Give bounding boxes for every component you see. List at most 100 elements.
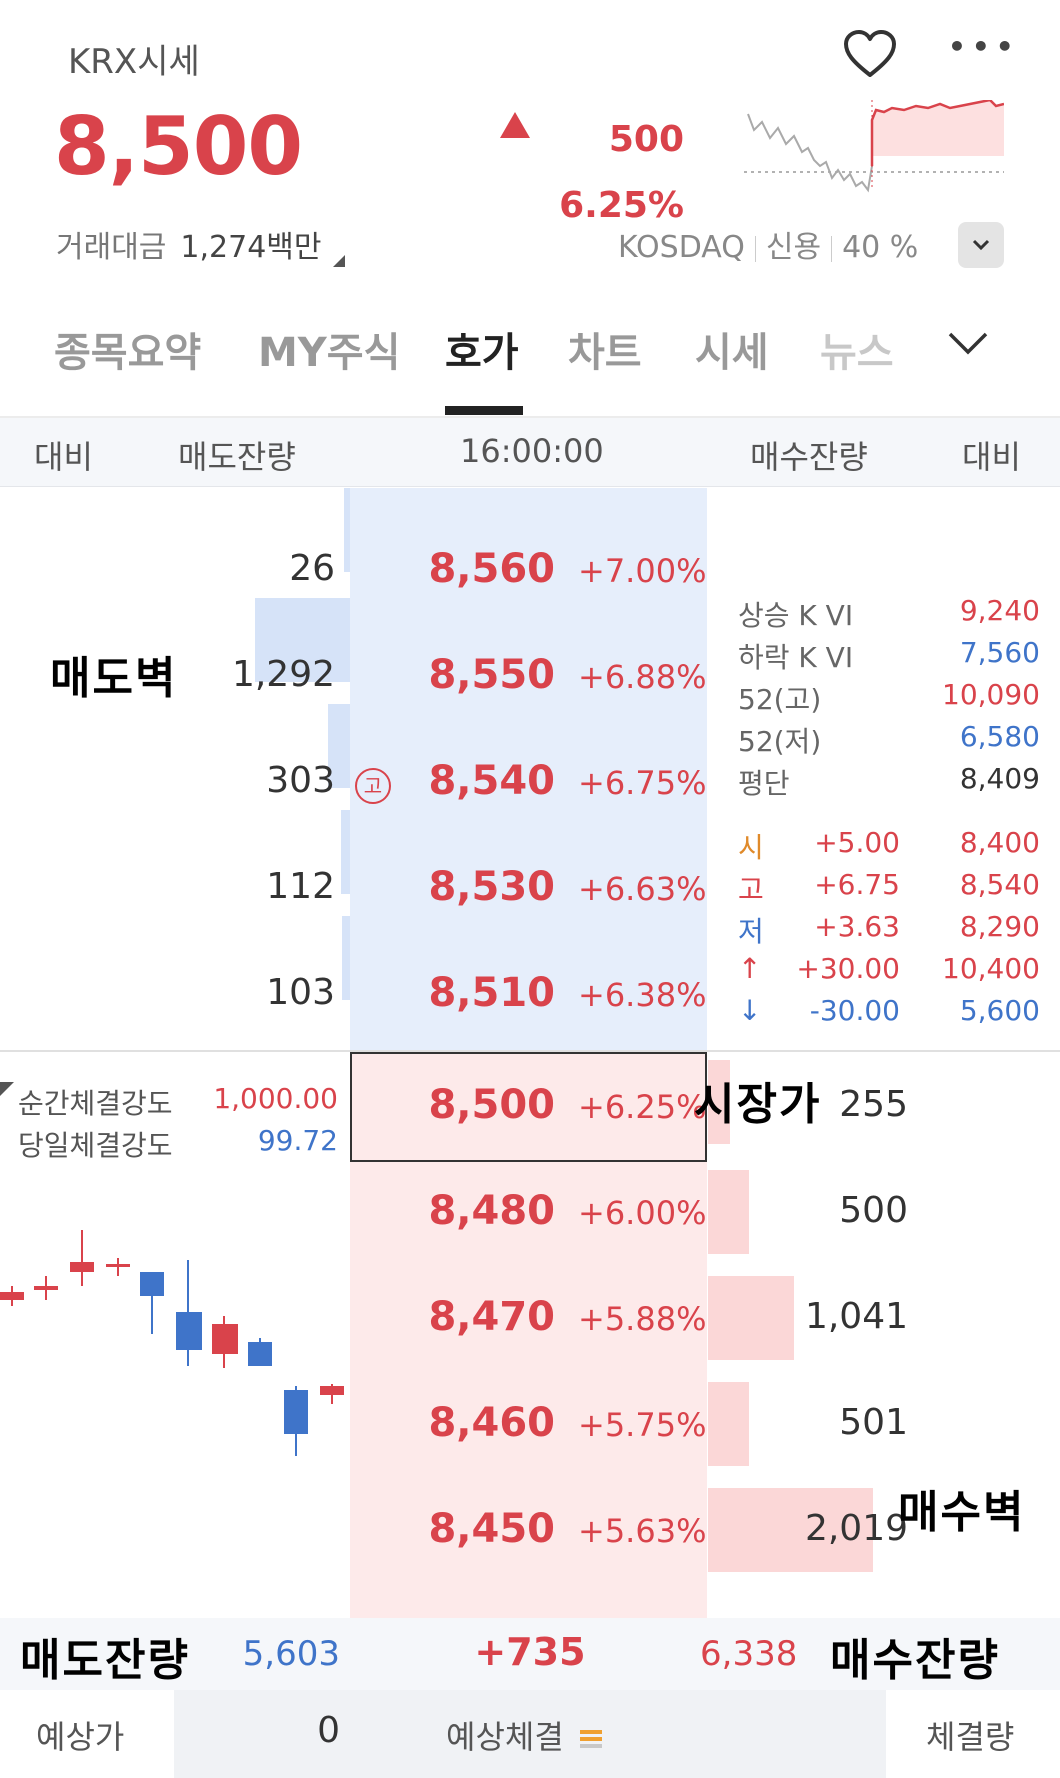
intraday-sparkline bbox=[744, 100, 1004, 193]
ask-bid-divider bbox=[0, 1050, 1060, 1052]
bid-qty-bar bbox=[708, 1276, 794, 1360]
ask-pct: +6.75% bbox=[578, 764, 707, 802]
open-value: 8,400 bbox=[959, 826, 1040, 859]
ask-qty: 1,292 bbox=[231, 654, 335, 695]
trade-value-amount: 1,274백만 bbox=[180, 230, 322, 265]
high52-label: 52(고) bbox=[738, 683, 822, 716]
bid-qty: 1,041 bbox=[804, 1296, 908, 1337]
expand-header-button[interactable] bbox=[958, 222, 1004, 268]
bid-price: 8,460 bbox=[428, 1400, 555, 1446]
ask-pct: +7.00% bbox=[578, 552, 707, 590]
low-value: 8,290 bbox=[959, 910, 1040, 943]
current-price: 8,500 bbox=[54, 100, 303, 193]
candle bbox=[320, 1384, 344, 1404]
daily-strength-value: 99.72 bbox=[257, 1124, 338, 1157]
candle bbox=[176, 1260, 202, 1366]
current-price-box[interactable] bbox=[350, 1052, 707, 1162]
stock-title: KRX시세 bbox=[68, 42, 200, 82]
bid-pct: +6.00% bbox=[578, 1194, 707, 1232]
ask-pct: +6.38% bbox=[578, 976, 707, 1014]
tab-summary[interactable]: 종목요약 bbox=[54, 330, 202, 376]
high-value: 8,540 bbox=[959, 868, 1040, 901]
current-row-price: 8,500 bbox=[428, 1082, 555, 1128]
open-pct: +5.00 bbox=[814, 826, 900, 859]
expected-trade-label: 예상체결 bbox=[446, 1718, 564, 1756]
tab-bar: 종목요약 MY주식 호가 차트 시세 뉴스 bbox=[0, 320, 1060, 418]
daily-strength-label: 당일체결강도 bbox=[18, 1129, 173, 1162]
more-icon[interactable]: ••• bbox=[948, 30, 1020, 63]
expected-price-label: 예상가 bbox=[36, 1718, 125, 1756]
tab-orderbook[interactable]: 호가 bbox=[445, 330, 519, 376]
orderbook-summary bbox=[0, 1618, 1060, 1700]
bid-pct: +5.88% bbox=[578, 1300, 707, 1338]
low52-label: 52(저) bbox=[738, 725, 822, 758]
bid-qty: 500 bbox=[839, 1190, 908, 1231]
corner-marker-icon bbox=[333, 255, 345, 267]
candle bbox=[248, 1338, 272, 1366]
instant-strength-label: 순간체결강도 bbox=[18, 1087, 173, 1120]
ask-qty: 112 bbox=[266, 866, 335, 907]
ask-remaining-annotation: 매도잔량 bbox=[20, 1635, 190, 1686]
chevron-down-icon bbox=[972, 239, 990, 251]
avg-label: 평단 bbox=[738, 767, 790, 800]
trade-volume-label[interactable]: 체결량 bbox=[926, 1718, 1015, 1756]
instant-strength-value: 1,000.00 bbox=[213, 1082, 338, 1115]
candle bbox=[106, 1258, 130, 1276]
ask-price: 8,560 bbox=[428, 546, 555, 592]
ask-pct: +6.88% bbox=[578, 658, 707, 696]
ask-price: 8,530 bbox=[428, 864, 555, 910]
ask-qty-bar bbox=[328, 704, 350, 788]
vi-up-label: 상승 K VI bbox=[738, 599, 854, 632]
bid-pct: +5.63% bbox=[578, 1512, 707, 1550]
current-row-qty: 255 bbox=[839, 1084, 908, 1125]
high-marker-badge: 고 bbox=[355, 768, 391, 804]
col-left-change: 대비 bbox=[34, 438, 93, 476]
vi-up-value: 9,240 bbox=[959, 594, 1040, 627]
ask-qty: 303 bbox=[266, 760, 335, 801]
candle bbox=[284, 1386, 308, 1456]
upper-value: 10,400 bbox=[942, 952, 1040, 985]
high-label: 고 bbox=[738, 873, 764, 906]
bid-price: 8,470 bbox=[428, 1294, 555, 1340]
ask-pct: +6.63% bbox=[578, 870, 707, 908]
open-label: 시 bbox=[738, 831, 764, 864]
bid-qty-bar bbox=[708, 1488, 873, 1572]
vi-down-value: 7,560 bbox=[959, 636, 1040, 669]
bid-qty: 2,019 bbox=[804, 1508, 908, 1549]
lower-value: 5,600 bbox=[959, 994, 1040, 1027]
bid-qty-bar bbox=[708, 1382, 749, 1466]
corner-marker-icon bbox=[0, 1082, 14, 1096]
trade-value-label: 거래대금 bbox=[56, 230, 167, 265]
col-ask-qty: 매도잔량 bbox=[178, 438, 296, 476]
tab-quotes[interactable]: 시세 bbox=[695, 330, 769, 376]
bid-qty-bar bbox=[708, 1060, 730, 1144]
market-info: KOSDAQ 신용 40 % bbox=[618, 222, 918, 266]
expected-price-value: 0 bbox=[317, 1710, 340, 1751]
vi-down-label: 하락 K VI bbox=[738, 641, 854, 674]
current-row-pct: +6.25% bbox=[578, 1088, 707, 1126]
expected-trade-button[interactable]: 예상체결 bbox=[446, 1712, 602, 1758]
active-tab-indicator bbox=[445, 406, 523, 415]
high-pct: +6.75 bbox=[814, 868, 900, 901]
total-diff: +735 bbox=[474, 1630, 586, 1674]
tab-my-stock[interactable]: MY주식 bbox=[258, 330, 401, 376]
ask-price: 8,510 bbox=[428, 970, 555, 1016]
bid-qty: 501 bbox=[839, 1402, 908, 1443]
low-label: 저 bbox=[738, 915, 764, 948]
tab-news[interactable]: 뉴스 bbox=[820, 330, 894, 376]
price-change: 500 6.25% bbox=[559, 104, 684, 242]
col-bid-qty: 매수잔량 bbox=[750, 438, 868, 476]
tab-more-chevron-icon[interactable] bbox=[946, 328, 990, 358]
col-right-change: 대비 bbox=[962, 438, 1021, 476]
bid-price: 8,480 bbox=[428, 1188, 555, 1234]
expected-middle bbox=[174, 1690, 886, 1778]
candle bbox=[140, 1272, 164, 1334]
tab-chart[interactable]: 차트 bbox=[568, 330, 642, 376]
candle bbox=[34, 1276, 58, 1300]
market-price-annotation: 시장가 bbox=[694, 1079, 822, 1130]
buy-wall-annotation: 매수벽 bbox=[898, 1487, 1026, 1538]
lower-pct: -30.00 bbox=[809, 994, 900, 1027]
ask-price: 8,550 bbox=[428, 652, 555, 698]
bid-remaining-annotation: 매수잔량 bbox=[830, 1635, 1000, 1686]
heart-icon[interactable] bbox=[842, 28, 898, 80]
